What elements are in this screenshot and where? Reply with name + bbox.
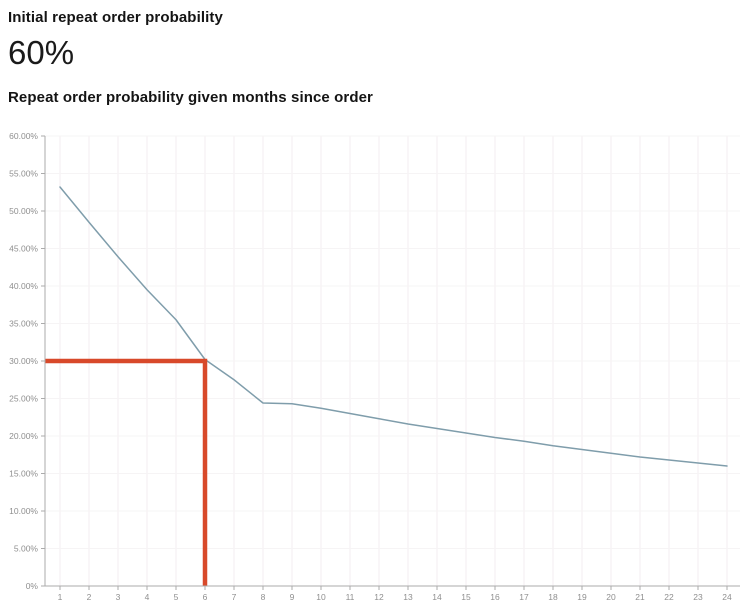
x-tick-label: 10: [316, 592, 326, 602]
x-tick-label: 22: [664, 592, 674, 602]
x-tick-label: 5: [174, 592, 179, 602]
x-tick-label: 11: [346, 592, 355, 602]
annotation-crosshair: [45, 358, 208, 586]
x-tick-label: 7: [232, 592, 237, 602]
x-tick-label: 21: [635, 592, 645, 602]
y-tick-label: 35.00%: [9, 319, 38, 329]
y-tick-label: 50.00%: [9, 206, 38, 216]
x-tick-label: 8: [261, 592, 266, 602]
x-tick-label: 17: [519, 592, 529, 602]
x-tick-label: 2: [87, 592, 92, 602]
y-tick-label: 55.00%: [9, 169, 38, 179]
metric-label: Initial repeat order probability: [8, 9, 223, 26]
y-tick-label: 25.00%: [9, 394, 38, 404]
y-tick-label: 60.00%: [9, 131, 38, 141]
page: Initial repeat order probability 60% Rep…: [0, 9, 750, 604]
x-tick-label: 20: [606, 592, 616, 602]
x-tick-label: 18: [548, 592, 558, 602]
x-tick-label: 1: [58, 592, 63, 602]
x-tick-label: 9: [290, 592, 295, 602]
x-tick-label: 16: [490, 592, 500, 602]
x-tick-label: 3: [116, 592, 121, 602]
x-axis-labels: 1 2 3 4 5 6 7 8 9 10 11 12 13 14 15 16 17 18 19 20 21 22 23 24: [58, 592, 732, 602]
x-tick-label: 23: [693, 592, 703, 602]
horizontal-gridlines: [45, 135, 740, 549]
y-tick-label: 5.00%: [14, 544, 39, 554]
tick-marks: [41, 135, 728, 590]
y-tick-label: 0%: [26, 581, 39, 591]
x-tick-label: 19: [577, 592, 587, 602]
line-chart: 0% 5.00% 10.00% 15.00% 20.00% 25.00% 30.00% 35.…: [0, 119, 750, 604]
chart-title: Repeat order probability given months si…: [8, 89, 373, 106]
y-tick-label: 15.00%: [9, 469, 38, 479]
x-tick-label: 13: [403, 592, 413, 602]
x-tick-label: 4: [145, 592, 150, 602]
y-axis-labels: 0% 5.00% 10.00% 15.00% 20.00% 25.00% 30.00% 35.…: [9, 131, 38, 591]
y-tick-label: 45.00%: [9, 244, 38, 254]
x-tick-label: 12: [374, 592, 384, 602]
metric-value: 60%: [8, 34, 75, 71]
x-tick-label: 6: [203, 592, 208, 602]
x-tick-label: 24: [722, 592, 732, 602]
y-tick-label: 40.00%: [9, 281, 38, 291]
x-tick-label: 14: [432, 592, 442, 602]
x-tick-label: 15: [461, 592, 471, 602]
chart-canvas: 0% 5.00% 10.00% 15.00% 20.00% 25.00% 30.00% 35.…: [9, 131, 740, 602]
repeat-probability-line: [59, 186, 728, 467]
y-tick-label: 30.00%: [9, 356, 38, 366]
y-tick-label: 10.00%: [9, 506, 38, 516]
y-tick-label: 20.00%: [9, 431, 38, 441]
